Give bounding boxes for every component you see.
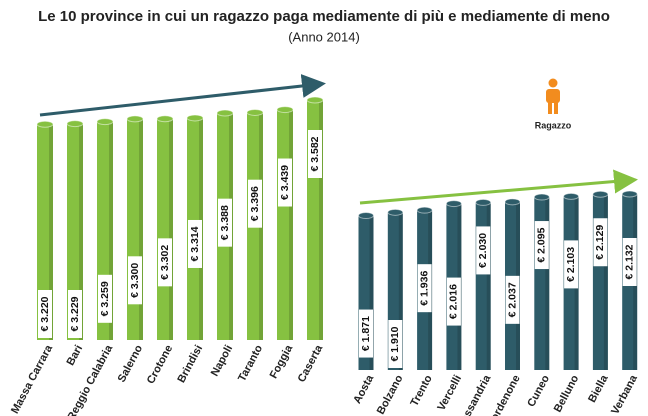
bar-top xyxy=(156,115,174,123)
x-tick-label: Aosta xyxy=(351,372,376,405)
bar-top xyxy=(504,198,521,206)
x-tick-label: Brindisi xyxy=(175,343,205,385)
trend-arrow xyxy=(39,74,326,117)
x-tick-label: Crotone xyxy=(145,343,175,386)
value-label-box xyxy=(218,198,232,247)
value-label-box xyxy=(98,274,112,323)
bar-top xyxy=(358,212,374,220)
bar-top xyxy=(445,200,462,208)
bar-top xyxy=(387,208,404,216)
value-label: € 3.439 xyxy=(279,165,291,200)
value-label-box xyxy=(593,218,608,267)
bar-shade xyxy=(398,212,403,370)
x-tick-label: Vercelli xyxy=(435,373,464,413)
value-label: € 1.871 xyxy=(360,316,372,351)
x-tick-label: Salerno xyxy=(116,343,146,385)
value-label: € 2.129 xyxy=(594,225,606,260)
trend-arrow xyxy=(359,169,638,205)
value-label-box xyxy=(505,275,520,324)
value-label-box xyxy=(388,320,403,368)
x-tick-label: Bari xyxy=(65,343,86,368)
x-tick-label: Foggia xyxy=(268,342,296,380)
x-tick-label: Caserta xyxy=(296,342,326,384)
x-tick-label: Trento xyxy=(408,373,435,409)
bar-top xyxy=(563,192,580,200)
value-label-box xyxy=(188,219,202,268)
value-label-box xyxy=(278,158,292,207)
bar-shade xyxy=(109,121,113,340)
value-label-box xyxy=(158,238,172,287)
bar-top xyxy=(621,190,638,198)
value-label-box xyxy=(564,240,579,289)
bar-shade xyxy=(289,109,293,340)
legend-label: Ragazzo xyxy=(535,120,572,130)
x-tick-label: Bolzano xyxy=(375,373,406,416)
bar-shade xyxy=(603,194,608,370)
value-label: € 2.037 xyxy=(506,282,518,317)
value-label-box xyxy=(128,256,142,305)
bar-shade xyxy=(486,202,491,370)
bar-shade xyxy=(169,118,173,340)
bar-shade xyxy=(545,197,550,370)
legend-icon xyxy=(546,78,560,114)
x-tick-label: Verbana xyxy=(609,372,640,416)
value-label: € 2.095 xyxy=(536,227,548,262)
bar-shade xyxy=(139,118,143,340)
bar-top xyxy=(475,198,492,206)
x-tick-label: Belluno xyxy=(552,373,582,414)
value-label: € 3.314 xyxy=(189,226,201,261)
bar-top xyxy=(416,206,433,214)
value-label: € 2.103 xyxy=(565,247,577,282)
value-label: € 2.132 xyxy=(623,244,635,279)
value-label-box xyxy=(476,226,491,275)
bar-shade xyxy=(49,124,53,340)
bar-top xyxy=(66,120,84,128)
bar-top xyxy=(306,96,324,104)
value-label: € 3.220 xyxy=(39,296,51,331)
bar-top xyxy=(186,114,204,122)
x-tick-label: Biella xyxy=(586,372,611,404)
value-label: € 1.936 xyxy=(418,271,430,306)
value-label: € 2.030 xyxy=(477,233,489,268)
value-label-box xyxy=(68,290,82,338)
value-label-box xyxy=(359,309,373,358)
chart-subtitle: (Anno 2014) xyxy=(288,29,360,44)
value-label: € 3.388 xyxy=(219,205,231,240)
bar-top xyxy=(533,193,550,201)
value-label: € 3.300 xyxy=(129,263,141,298)
value-label-box xyxy=(308,130,322,178)
value-label-box xyxy=(446,277,461,326)
bar xyxy=(67,123,83,341)
value-label-box xyxy=(417,264,432,313)
value-label: € 3.259 xyxy=(99,281,111,316)
bar-top xyxy=(592,190,609,198)
bar-shade xyxy=(369,215,374,370)
bar xyxy=(37,124,53,340)
bar-top xyxy=(276,106,294,114)
bar-top xyxy=(96,118,114,126)
value-label: € 3.229 xyxy=(69,296,81,331)
value-label: € 1.910 xyxy=(389,326,401,361)
bar-top xyxy=(216,109,234,117)
x-tick-label: Napoli xyxy=(209,343,235,378)
bar-top xyxy=(246,108,264,116)
x-tick-label: Taranto xyxy=(236,343,265,384)
value-label: € 2.016 xyxy=(448,284,460,319)
value-label: € 3.302 xyxy=(159,245,171,280)
bar-top xyxy=(126,115,144,123)
x-tick-label: Cuneo xyxy=(525,373,552,409)
bar-shade xyxy=(79,123,83,341)
value-label: € 3.396 xyxy=(249,186,261,221)
value-label: € 3.582 xyxy=(309,136,321,171)
bar-shade xyxy=(319,100,323,340)
chart-title: Le 10 province in cui un ragazzo paga me… xyxy=(38,8,610,25)
value-label-box xyxy=(534,221,549,270)
value-label-box xyxy=(248,179,262,228)
value-label-box xyxy=(38,290,52,338)
value-label-box xyxy=(622,238,637,286)
x-tick-label: Massa Carrara xyxy=(9,342,56,415)
bar-top xyxy=(36,120,54,128)
